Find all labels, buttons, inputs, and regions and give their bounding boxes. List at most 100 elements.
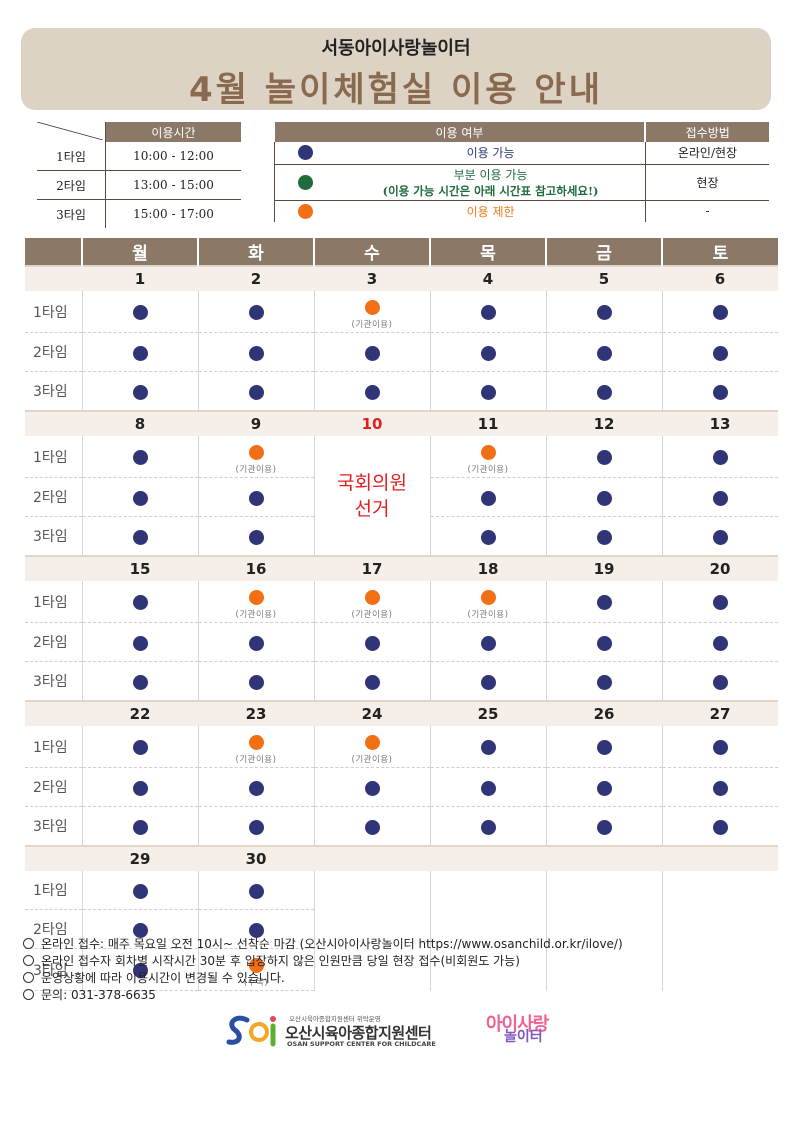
available-dot-icon: [364, 345, 380, 361]
restricted-dot-icon: [480, 444, 496, 460]
restricted-dot-icon: [248, 957, 264, 973]
available-dot-icon: [712, 819, 728, 835]
slot-label: 1타임: [25, 291, 82, 333]
available-dot-icon: [248, 345, 264, 361]
time-range: 15:00 - 17:00: [133, 207, 214, 221]
slot-label: 1타임: [25, 581, 82, 623]
title-banner: 서동아이사랑놀이터 4월 놀이체험실 이용 안내: [21, 28, 771, 110]
available-dot-icon: [480, 345, 496, 361]
available-dot-icon: [596, 819, 612, 835]
restricted-dot-icon: [248, 734, 264, 750]
available-dot-icon: [248, 780, 264, 796]
institution-note: (기관이용): [235, 464, 277, 475]
available-dot-icon: [248, 635, 264, 651]
institution-note: (기관이용): [467, 464, 509, 475]
available-dot-icon: [248, 305, 264, 320]
date-cell: 1: [82, 265, 198, 291]
time-table-corner: [37, 122, 106, 142]
available-dot-icon: [712, 740, 728, 755]
date-cell: 11: [430, 410, 546, 436]
available-dot-icon: [132, 883, 148, 899]
available-dot-icon: [712, 450, 728, 465]
institution-note: (기관이용): [467, 609, 509, 620]
available-dot-icon: [132, 819, 148, 835]
institution-note: (기관이용): [235, 754, 277, 765]
available-dot-icon: [712, 635, 728, 651]
date-cell: 22: [82, 700, 198, 726]
available-dot-icon: [596, 740, 612, 755]
notice-item: 운영상황에 따라 이용시간이 변경될 수 있습니다.: [23, 970, 623, 987]
available-dot-icon: [480, 819, 496, 835]
time-type: 2타임: [37, 170, 106, 200]
available-dot-icon: [132, 635, 148, 651]
date-cell: 18: [430, 555, 546, 581]
available-dot-icon: [596, 305, 612, 320]
legend-label: 이용 제한: [336, 200, 646, 222]
available-dot-icon: [596, 490, 612, 506]
notice-item: 온라인 접수: 매주 목요일 오전 10시~ 선착순 마감 (오산시아이사랑놀이…: [23, 936, 623, 953]
available-dot-icon: [132, 345, 148, 361]
center-name: 서동아이사랑놀이터: [321, 38, 471, 59]
date-cell: 27: [662, 700, 778, 726]
available-dot-icon: [712, 780, 728, 796]
time-table: 이용시간 1타임 10:00 - 12:00 2타임 13:00 - 15:00…: [37, 122, 241, 228]
legend-method: 현장: [645, 164, 769, 201]
available-dot-icon: [596, 780, 612, 796]
restricted-dot-icon: [364, 299, 380, 315]
slot-label: 3타임: [25, 806, 82, 847]
date-cell: 24: [314, 700, 430, 726]
available-dot-icon: [132, 305, 148, 320]
bullet-circle-icon: [23, 955, 34, 966]
available-dot-icon: [364, 819, 380, 835]
bullet-circle-icon: [23, 989, 34, 1000]
available-dot-icon: [298, 145, 314, 161]
date-cell: 17: [314, 555, 430, 581]
slot-label: 1타임: [25, 436, 82, 478]
available-dot-icon: [132, 963, 148, 978]
available-dot-icon: [712, 529, 728, 545]
slot-label: 3타임: [25, 661, 82, 702]
restricted-dot-icon: [248, 589, 264, 605]
slot-label: 2타임: [25, 622, 82, 662]
restricted-dot-icon: [480, 589, 496, 605]
available-dot-icon: [480, 635, 496, 651]
available-dot-icon: [480, 740, 496, 755]
slot-label: 3타임: [25, 948, 82, 991]
osan-support-center-logo: 오산시육아종합지원센터 위탁운영 오산시육아종합지원센터 OSAN SUPPOR…: [225, 1012, 470, 1048]
slot-label: 3타임: [25, 516, 82, 557]
date-cell: 25: [430, 700, 546, 726]
available-dot-icon: [596, 345, 612, 361]
date-cell: 29: [82, 845, 198, 871]
available-dot-icon: [132, 674, 148, 690]
notice-list: 온라인 접수: 매주 목요일 오전 10시~ 선착순 마감 (오산시아이사랑놀이…: [23, 936, 623, 1004]
available-dot-icon: [480, 674, 496, 690]
available-dot-icon: [596, 595, 612, 610]
bullet-circle-icon: [23, 972, 34, 983]
partial-dot-icon: [298, 174, 314, 190]
restricted-dot-icon: [248, 444, 264, 460]
available-dot-icon: [248, 674, 264, 690]
date-cell: 4: [430, 265, 546, 291]
available-dot-icon: [480, 780, 496, 796]
available-dot-icon: [364, 674, 380, 690]
legend-method: 온라인/현장: [645, 142, 769, 165]
available-dot-icon: [596, 529, 612, 545]
restricted-dot-icon: [364, 589, 380, 605]
day-header: 화: [197, 238, 314, 266]
available-dot-icon: [480, 305, 496, 320]
soi-mark-icon: [226, 1015, 276, 1047]
time-table-header: 이용시간: [105, 122, 241, 142]
slot-label: 3타임: [25, 371, 82, 412]
notice-item: 문의: 031-378-6635: [23, 987, 623, 1004]
available-dot-icon: [364, 635, 380, 651]
bullet-circle-icon: [23, 938, 34, 949]
date-cell: 3: [314, 265, 430, 291]
day-header: 월: [81, 238, 198, 266]
available-dot-icon: [248, 922, 264, 938]
institution-note: (기관이용): [351, 609, 393, 620]
available-dot-icon: [132, 490, 148, 506]
available-dot-icon: [132, 740, 148, 755]
legend-table: 이용 여부 접수방법 이용 가능 온라인/현장 부분 이용 가능 (이용 가능 …: [274, 122, 769, 222]
available-dot-icon: [712, 384, 728, 400]
available-dot-icon: [248, 384, 264, 400]
